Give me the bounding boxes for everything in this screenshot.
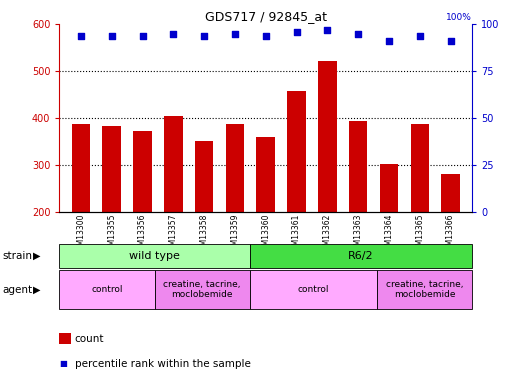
Text: creatine, tacrine,
moclobemide: creatine, tacrine, moclobemide bbox=[386, 280, 463, 299]
Point bbox=[416, 33, 424, 39]
Point bbox=[200, 33, 208, 39]
Point bbox=[231, 31, 239, 37]
Point bbox=[107, 33, 116, 39]
Bar bbox=[59, 270, 155, 309]
Text: control: control bbox=[298, 285, 329, 294]
Bar bbox=[164, 116, 183, 212]
Text: percentile rank within the sample: percentile rank within the sample bbox=[75, 359, 251, 369]
Text: ▶: ▶ bbox=[34, 285, 41, 295]
Bar bbox=[349, 122, 367, 212]
Bar bbox=[133, 131, 152, 212]
Text: 100%: 100% bbox=[446, 13, 472, 21]
Bar bbox=[377, 270, 472, 309]
Bar bbox=[380, 164, 398, 212]
Text: ■: ■ bbox=[59, 359, 67, 368]
Bar bbox=[287, 91, 306, 212]
Bar bbox=[103, 126, 121, 212]
Point bbox=[354, 31, 362, 37]
Bar bbox=[59, 244, 250, 268]
Bar bbox=[441, 174, 460, 212]
Bar bbox=[155, 270, 250, 309]
Point bbox=[446, 38, 455, 44]
Point bbox=[138, 33, 147, 39]
Bar bbox=[72, 124, 90, 212]
Text: creatine, tacrine,
moclobemide: creatine, tacrine, moclobemide bbox=[164, 280, 241, 299]
Point bbox=[293, 29, 301, 35]
Text: control: control bbox=[91, 285, 123, 294]
Text: agent: agent bbox=[3, 285, 33, 295]
Point bbox=[323, 27, 331, 33]
Text: count: count bbox=[75, 334, 104, 344]
Bar bbox=[250, 244, 472, 268]
Text: strain: strain bbox=[3, 251, 33, 261]
Title: GDS717 / 92845_at: GDS717 / 92845_at bbox=[205, 10, 327, 23]
Bar bbox=[318, 61, 336, 212]
Point bbox=[169, 31, 178, 37]
Point bbox=[77, 33, 85, 39]
Point bbox=[385, 38, 393, 44]
Bar bbox=[195, 141, 214, 212]
Bar bbox=[250, 270, 377, 309]
Bar bbox=[411, 124, 429, 212]
Text: wild type: wild type bbox=[129, 251, 180, 261]
Bar bbox=[256, 137, 275, 212]
Text: R6/2: R6/2 bbox=[348, 251, 374, 261]
Text: ▶: ▶ bbox=[34, 251, 41, 261]
Bar bbox=[225, 124, 244, 212]
Point bbox=[262, 33, 270, 39]
